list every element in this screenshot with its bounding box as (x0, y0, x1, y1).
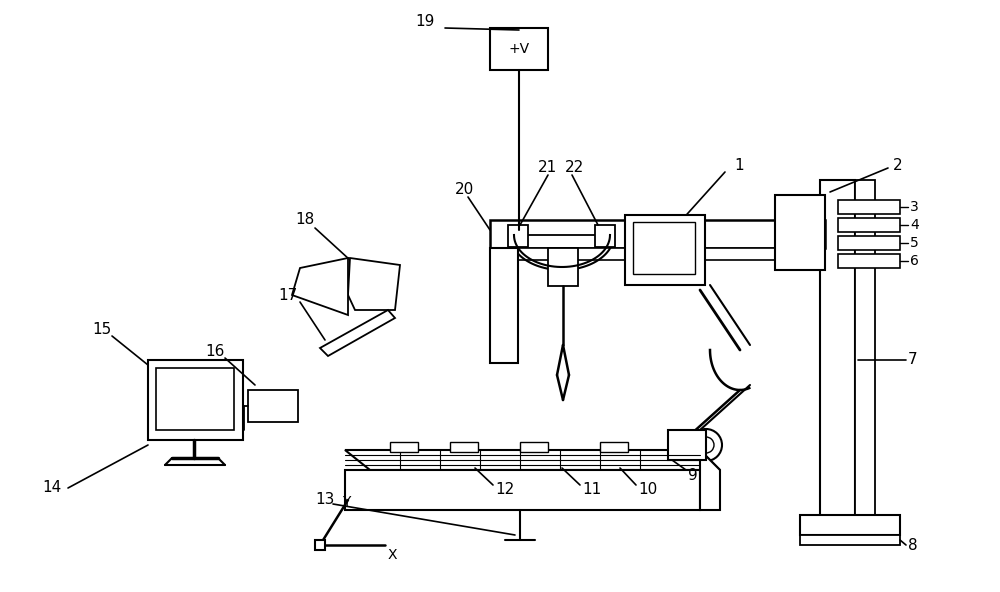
Bar (855, 180, 875, 520)
Bar (838, 236, 900, 250)
Polygon shape (348, 258, 400, 310)
Text: 21: 21 (538, 160, 557, 175)
Bar (548, 248, 578, 286)
Text: 16: 16 (205, 345, 224, 359)
Text: 11: 11 (582, 482, 601, 497)
Text: 10: 10 (638, 482, 657, 497)
Bar (490, 248, 825, 260)
Text: 3: 3 (910, 200, 919, 214)
Bar (838, 200, 900, 214)
Bar (520, 442, 548, 452)
Text: 7: 7 (908, 352, 918, 368)
Text: 12: 12 (495, 482, 514, 497)
Text: 19: 19 (415, 14, 434, 30)
Bar (450, 442, 478, 452)
Text: 15: 15 (92, 323, 111, 337)
Bar (625, 215, 705, 285)
Text: Y: Y (342, 495, 350, 509)
Bar (148, 360, 243, 440)
Bar (820, 180, 855, 520)
Text: X: X (388, 548, 398, 562)
Text: 13: 13 (315, 493, 334, 507)
Circle shape (273, 394, 297, 418)
Text: 14: 14 (42, 481, 61, 496)
Bar (490, 220, 825, 248)
Bar (838, 254, 900, 268)
Text: 9: 9 (688, 468, 698, 482)
Text: 1: 1 (734, 157, 744, 172)
Bar (600, 442, 628, 452)
Text: 20: 20 (455, 182, 474, 198)
Text: 17: 17 (278, 288, 297, 303)
Polygon shape (292, 258, 348, 315)
Circle shape (690, 429, 722, 461)
Polygon shape (345, 450, 720, 470)
Bar (156, 368, 234, 430)
Bar (508, 225, 528, 247)
Bar (315, 540, 325, 550)
Bar (633, 222, 695, 274)
Text: 2: 2 (893, 157, 903, 172)
Text: 18: 18 (295, 213, 314, 227)
Bar (668, 430, 706, 460)
Polygon shape (345, 470, 700, 510)
Bar (595, 225, 615, 247)
Polygon shape (320, 310, 395, 356)
Bar (838, 218, 900, 232)
Bar (490, 248, 518, 363)
Text: 6: 6 (910, 254, 919, 268)
Text: 5: 5 (910, 236, 919, 250)
Text: 4: 4 (910, 218, 919, 232)
Bar (248, 390, 298, 422)
Bar (490, 28, 548, 70)
Polygon shape (700, 450, 720, 510)
Text: 22: 22 (565, 160, 584, 175)
Bar (775, 195, 825, 270)
Bar (800, 535, 900, 545)
Text: 8: 8 (908, 538, 918, 552)
Text: +V: +V (508, 42, 530, 56)
Bar (390, 442, 418, 452)
Bar (800, 515, 900, 535)
